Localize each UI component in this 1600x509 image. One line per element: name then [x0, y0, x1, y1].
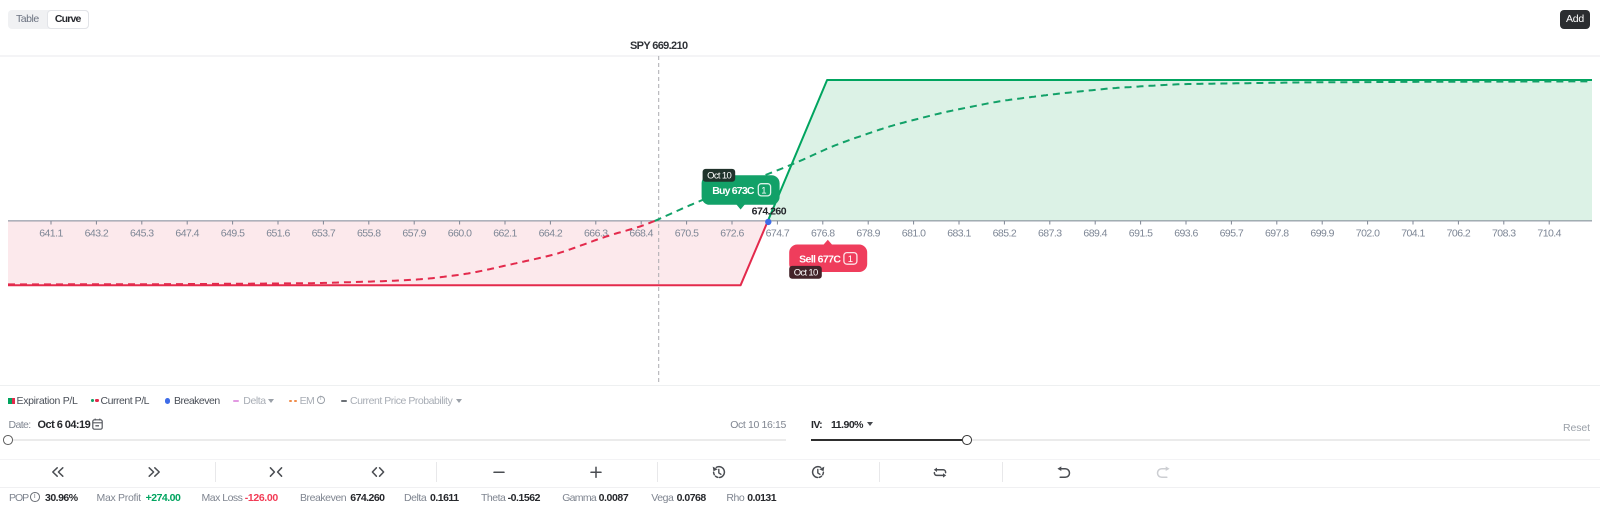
- svg-text:710.4: 710.4: [1537, 228, 1561, 240]
- svg-text:653.7: 653.7: [312, 228, 336, 240]
- svg-text:664.2: 664.2: [539, 228, 563, 240]
- svg-text:657.9: 657.9: [402, 228, 426, 240]
- svg-text:678.9: 678.9: [856, 228, 880, 240]
- svg-text:695.7: 695.7: [1220, 228, 1244, 240]
- svg-text:674.260: 674.260: [752, 206, 787, 218]
- svg-text:691.5: 691.5: [1129, 228, 1153, 240]
- svg-text:666.3: 666.3: [584, 228, 608, 240]
- svg-text:Buy 673C: Buy 673C: [712, 185, 755, 197]
- svg-text:660.0: 660.0: [448, 228, 472, 240]
- svg-text:643.2: 643.2: [85, 228, 109, 240]
- svg-text:685.2: 685.2: [993, 228, 1017, 240]
- svg-text:681.0: 681.0: [902, 228, 926, 240]
- svg-text:676.8: 676.8: [811, 228, 835, 240]
- svg-text:689.4: 689.4: [1083, 228, 1107, 240]
- svg-text:672.6: 672.6: [720, 228, 744, 240]
- svg-text:706.2: 706.2: [1447, 228, 1471, 240]
- svg-text:1: 1: [848, 254, 853, 265]
- svg-text:SPY 669.210: SPY 669.210: [630, 40, 688, 52]
- svg-text:Oct 10: Oct 10: [794, 267, 818, 278]
- svg-text:704.1: 704.1: [1401, 228, 1425, 240]
- svg-text:641.1: 641.1: [39, 228, 63, 240]
- svg-text:647.4: 647.4: [175, 228, 199, 240]
- svg-text:649.5: 649.5: [221, 228, 245, 240]
- svg-text:668.4: 668.4: [629, 228, 653, 240]
- svg-text:699.9: 699.9: [1310, 228, 1334, 240]
- svg-text:Sell 677C: Sell 677C: [799, 253, 841, 265]
- svg-text:655.8: 655.8: [357, 228, 381, 240]
- svg-text:708.3: 708.3: [1492, 228, 1516, 240]
- svg-text:1: 1: [761, 185, 766, 196]
- svg-text:697.8: 697.8: [1265, 228, 1289, 240]
- svg-text:683.1: 683.1: [947, 228, 971, 240]
- svg-text:670.5: 670.5: [675, 228, 699, 240]
- svg-text:674.7: 674.7: [766, 228, 790, 240]
- svg-text:702.0: 702.0: [1356, 228, 1380, 240]
- svg-text:651.6: 651.6: [266, 228, 290, 240]
- svg-text:Oct 10: Oct 10: [707, 170, 731, 181]
- svg-text:645.3: 645.3: [130, 228, 154, 240]
- svg-text:693.6: 693.6: [1174, 228, 1198, 240]
- svg-text:662.1: 662.1: [493, 228, 517, 240]
- svg-text:687.3: 687.3: [1038, 228, 1062, 240]
